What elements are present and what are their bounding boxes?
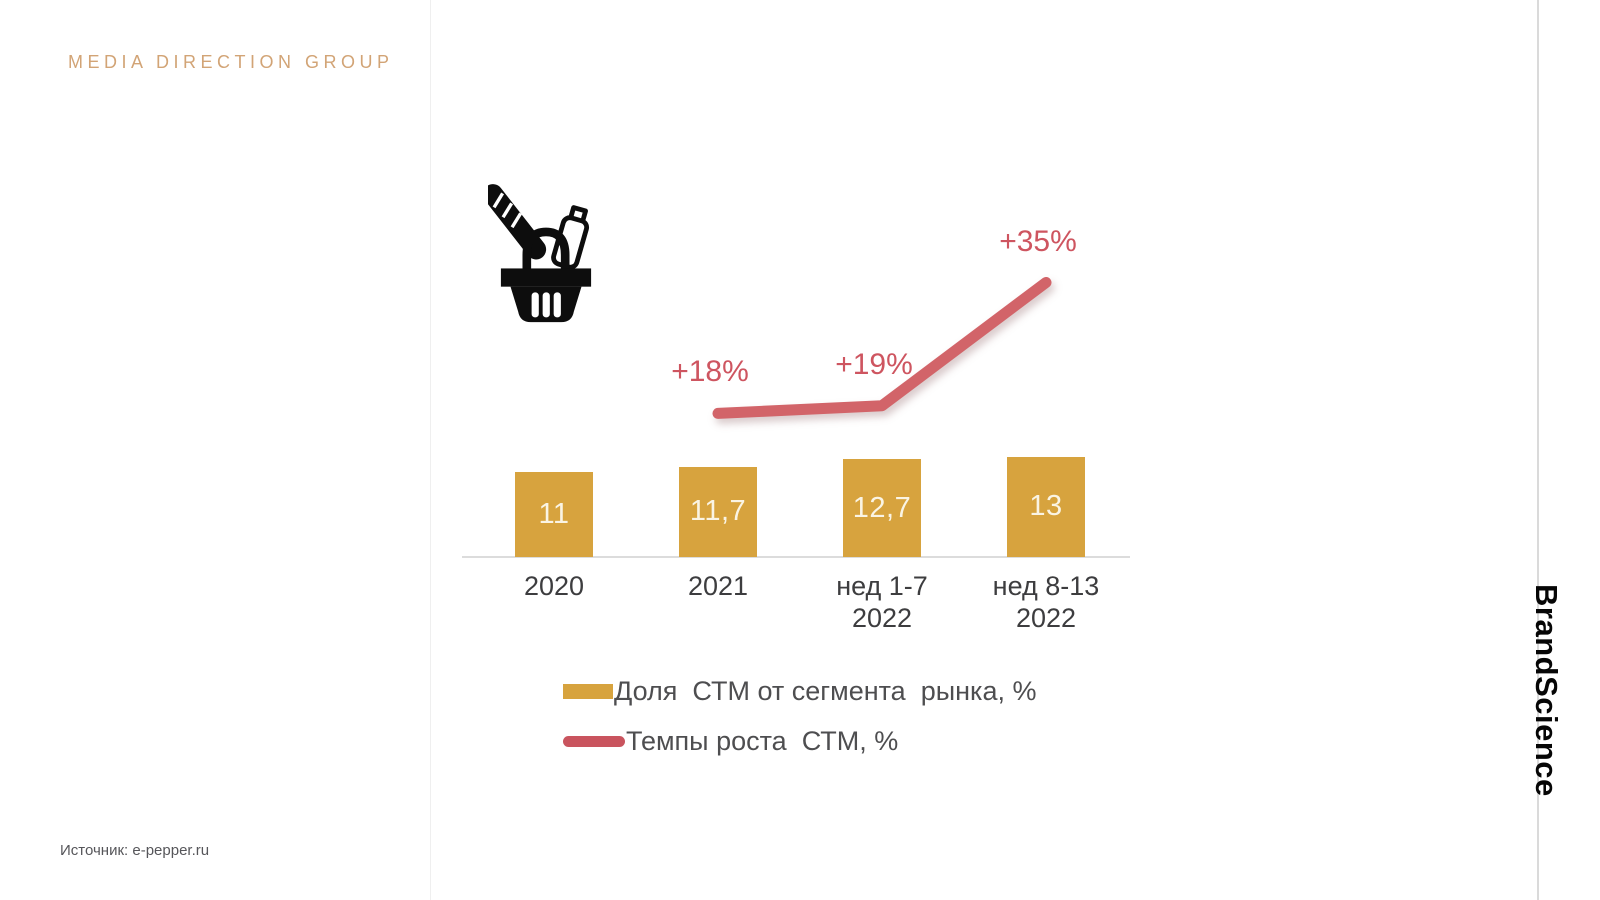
bar-нед 1-7-2022: 12,7 bbox=[843, 459, 921, 557]
line-value-label: +19% bbox=[835, 347, 913, 381]
legend-item: Темпы роста СТМ, % bbox=[563, 724, 1036, 758]
brandscience-label: BrandScience bbox=[1529, 584, 1564, 797]
x-axis-line bbox=[462, 556, 1130, 558]
x-axis-label: нед 1-7 2022 bbox=[836, 571, 928, 633]
bar-value-label: 11 bbox=[538, 498, 570, 531]
line-value-label: +18% bbox=[671, 355, 749, 389]
basket-rim bbox=[500, 268, 592, 287]
legend-swatch-line bbox=[563, 735, 625, 747]
x-axis-label: 2020 bbox=[523, 571, 585, 601]
x-axis-label: нед 8-13 2022 bbox=[992, 571, 1100, 633]
bar-2021: 11,7 bbox=[679, 466, 757, 557]
x-axis-label: 2021 bbox=[687, 571, 749, 601]
basket-handle bbox=[522, 227, 570, 273]
legend-swatch-bar bbox=[563, 683, 613, 699]
logo-media-direction-group: MEDIA DIRECTION GROUP bbox=[68, 52, 394, 72]
bar-нед 8-13-2022: 13 bbox=[1007, 456, 1085, 557]
chart-legend: Доля СТМ от сегмента рынка, % Темпы роста… bbox=[563, 674, 1036, 774]
legend-item-label: Доля СТМ от сегмента рынка, % bbox=[614, 675, 1037, 706]
legend-item-label: Темпы роста СТМ, % bbox=[626, 725, 899, 756]
legend-item: Доля СТМ от сегмента рынка, % bbox=[563, 674, 1036, 708]
bar-value-label: 11,7 bbox=[689, 495, 747, 528]
source-note: Источник: e-pepper.ru bbox=[60, 842, 210, 859]
right-divider bbox=[1537, 0, 1539, 900]
grocery-basket-icon bbox=[488, 184, 592, 323]
line-value-label: +35% bbox=[999, 224, 1077, 258]
left-divider bbox=[430, 0, 431, 900]
bar-value-label: 12,7 bbox=[852, 491, 912, 524]
bar-2020: 11 bbox=[515, 472, 593, 557]
bar-value-label: 13 bbox=[1029, 490, 1063, 523]
